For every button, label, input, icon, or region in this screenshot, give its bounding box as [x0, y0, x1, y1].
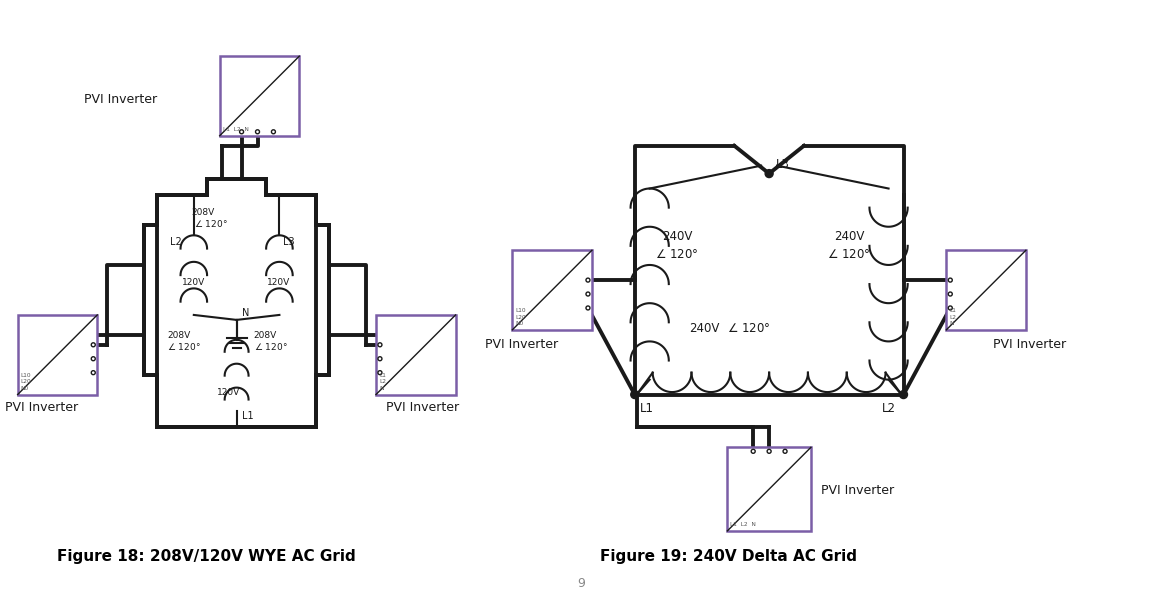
Circle shape	[751, 449, 755, 453]
Circle shape	[765, 170, 773, 178]
Circle shape	[948, 278, 952, 282]
Text: 240V: 240V	[690, 322, 720, 335]
Text: PVI Inverter: PVI Inverter	[993, 338, 1066, 351]
Circle shape	[948, 306, 952, 310]
Text: $\angle$ 120°: $\angle$ 120°	[727, 322, 771, 335]
Polygon shape	[513, 250, 592, 330]
Text: L1
L2
N: L1 L2 N	[379, 373, 386, 391]
Text: PVI Inverter: PVI Inverter	[485, 338, 558, 351]
Text: 120V: 120V	[181, 278, 205, 287]
Polygon shape	[727, 448, 811, 531]
Circle shape	[630, 391, 638, 398]
Circle shape	[768, 449, 771, 453]
Text: L10
L20
N0: L10 L20 N0	[21, 373, 31, 391]
Circle shape	[378, 371, 381, 374]
Circle shape	[91, 343, 95, 347]
Text: Figure 18: 208V/120V WYE AC Grid: Figure 18: 208V/120V WYE AC Grid	[57, 549, 356, 564]
Text: 120V: 120V	[216, 388, 240, 397]
Text: 208V: 208V	[254, 331, 277, 340]
Text: PVI Inverter: PVI Inverter	[386, 401, 459, 415]
Circle shape	[586, 292, 590, 296]
Text: 9: 9	[578, 577, 585, 590]
Text: PVI Inverter: PVI Inverter	[5, 401, 78, 415]
Text: L2: L2	[170, 237, 181, 247]
Circle shape	[91, 357, 95, 361]
Text: L1: L1	[242, 412, 254, 421]
Circle shape	[948, 292, 952, 296]
Circle shape	[586, 306, 590, 310]
Text: L2: L2	[882, 403, 896, 415]
Text: N: N	[242, 308, 249, 318]
Text: 240V: 240V	[662, 230, 692, 243]
Text: $\angle$ 120°: $\angle$ 120°	[167, 341, 201, 352]
Text: L1: L1	[640, 403, 654, 415]
Text: L1  L2  N: L1 L2 N	[222, 127, 249, 132]
Text: PVI Inverter: PVI Inverter	[84, 93, 157, 106]
Text: 120V: 120V	[266, 278, 290, 287]
Circle shape	[240, 130, 243, 134]
Text: L3: L3	[284, 237, 295, 247]
Circle shape	[256, 130, 259, 134]
Text: $\angle$ 120°: $\angle$ 120°	[194, 218, 228, 229]
Circle shape	[91, 371, 95, 374]
Text: $\angle$ 120°: $\angle$ 120°	[254, 341, 287, 352]
Circle shape	[378, 357, 381, 361]
Text: Figure 19: 240V Delta AC Grid: Figure 19: 240V Delta AC Grid	[600, 549, 857, 564]
Text: 240V: 240V	[834, 230, 864, 243]
Text: L3: L3	[776, 158, 790, 170]
Text: PVI Inverter: PVI Inverter	[821, 484, 894, 497]
Text: L10
L20
N0: L10 L20 N0	[515, 308, 526, 326]
Polygon shape	[17, 315, 98, 395]
Circle shape	[271, 130, 276, 134]
Polygon shape	[220, 56, 299, 136]
Text: $\angle$ 120°: $\angle$ 120°	[827, 248, 870, 261]
Circle shape	[586, 278, 590, 282]
Polygon shape	[947, 250, 1026, 330]
Text: 208V: 208V	[192, 208, 215, 217]
Text: 208V: 208V	[167, 331, 191, 340]
Polygon shape	[376, 315, 456, 395]
Text: $\angle$ 120°: $\angle$ 120°	[655, 248, 698, 261]
Circle shape	[783, 449, 787, 453]
Circle shape	[899, 391, 907, 398]
Text: L1
L2
N: L1 L2 N	[949, 308, 956, 326]
Text: L1  L2  N: L1 L2 N	[730, 522, 756, 527]
Circle shape	[378, 343, 381, 347]
